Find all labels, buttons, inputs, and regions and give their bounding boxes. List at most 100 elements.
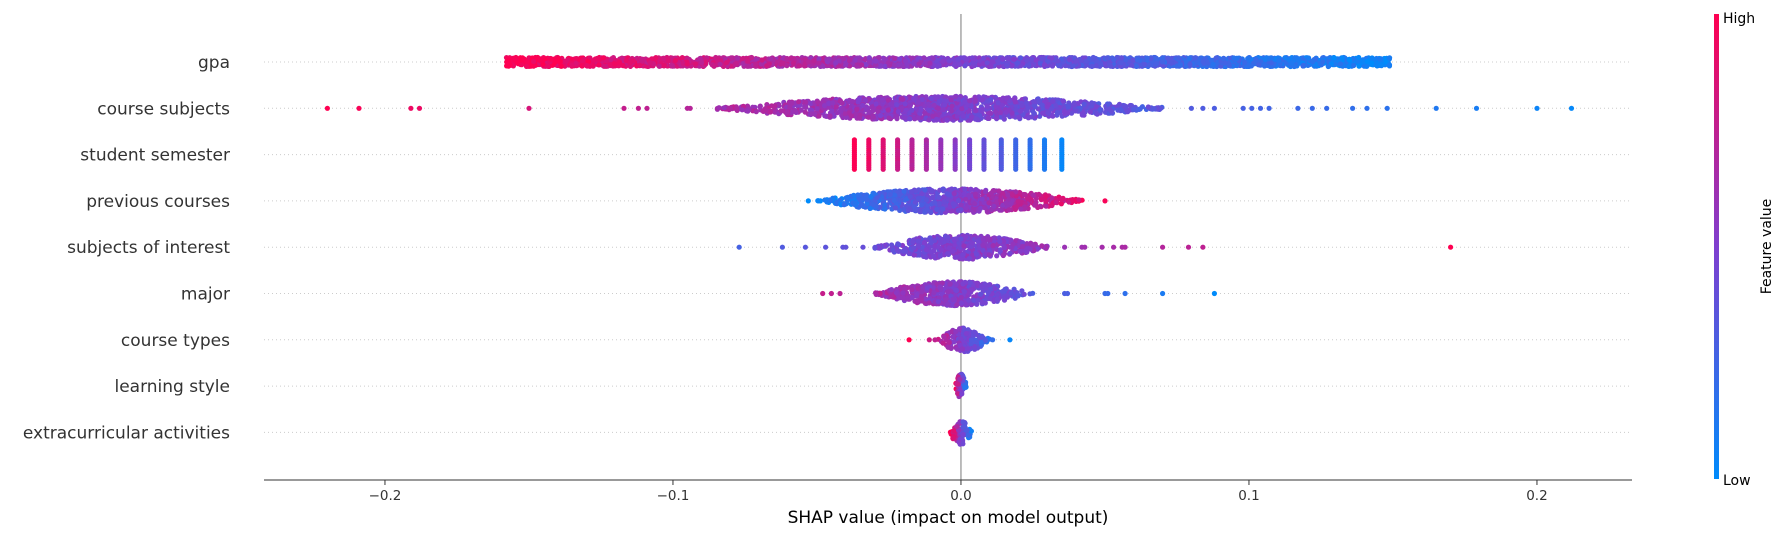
data-point-gpa — [964, 56, 970, 62]
data-point-course-subjects — [1061, 108, 1067, 114]
data-point-course-subjects — [911, 96, 917, 102]
data-point-gpa — [584, 62, 590, 69]
data-point-gpa — [1226, 63, 1232, 69]
data-point-gpa — [858, 62, 865, 68]
data-point-gpa — [1177, 62, 1183, 68]
data-point-gpa — [548, 56, 554, 62]
data-point-gpa — [1073, 58, 1079, 64]
data-point-course-subjects — [1151, 106, 1157, 112]
data-point-gpa — [1289, 60, 1295, 66]
data-point-gpa — [900, 63, 906, 69]
data-point-course-subjects — [948, 97, 954, 103]
data-point-student-semester — [1013, 166, 1019, 172]
data-point-course-subjects — [812, 111, 818, 117]
data-point-gpa — [717, 61, 723, 67]
data-point-gpa — [892, 55, 898, 62]
data-point-gpa — [956, 61, 962, 68]
data-point-gpa — [990, 59, 996, 65]
data-point-gpa — [1118, 55, 1125, 61]
data-point-gpa — [1331, 55, 1337, 61]
data-point-gpa — [1378, 62, 1384, 68]
data-point-course-subjects — [1017, 108, 1024, 114]
data-point-course-subjects — [1266, 105, 1272, 111]
data-point-course-subjects — [969, 114, 975, 120]
data-point-course-subjects — [1211, 105, 1217, 111]
data-point-course-subjects — [1001, 116, 1007, 122]
data-point-gpa — [537, 56, 543, 62]
data-point-gpa — [1135, 57, 1141, 63]
data-point-student-semester — [909, 166, 915, 172]
data-point-course-subjects — [1045, 110, 1051, 116]
data-point-course-subjects — [635, 105, 642, 111]
data-point-gpa — [999, 56, 1006, 62]
data-point-gpa — [692, 61, 699, 67]
data-point-course-subjects — [772, 103, 778, 109]
data-point-gpa — [1018, 55, 1024, 61]
data-point-course-subjects — [860, 102, 866, 108]
data-point-course-subjects — [1097, 107, 1103, 113]
data-point-gpa — [1320, 59, 1326, 65]
data-point-gpa — [1176, 55, 1182, 61]
data-point-gpa — [723, 60, 730, 66]
data-point-student-semester — [981, 166, 987, 172]
data-point-course-subjects — [886, 115, 892, 121]
data-point-gpa — [843, 62, 849, 68]
data-point-course-subjects — [907, 103, 913, 109]
data-point-course-subjects — [960, 113, 966, 119]
data-point-gpa — [698, 60, 705, 66]
data-point-course-subjects — [1006, 107, 1012, 113]
data-point-course-subjects — [848, 113, 855, 119]
data-point-gpa — [1253, 57, 1259, 63]
data-point-gpa — [1097, 60, 1104, 66]
data-point-course-subjects — [796, 99, 802, 105]
data-point-gpa — [1024, 57, 1030, 63]
data-point-gpa — [607, 62, 613, 68]
data-point-gpa — [512, 55, 518, 61]
data-point-course-subjects — [1118, 107, 1125, 113]
data-point-gpa — [1129, 62, 1135, 68]
data-point-course-subjects — [739, 107, 745, 113]
data-point-course-subjects — [1031, 99, 1037, 105]
data-point-gpa — [916, 61, 922, 67]
data-point-course-subjects — [1130, 107, 1136, 113]
data-point-course-subjects — [1200, 105, 1206, 111]
data-point-course-subjects — [995, 100, 1001, 106]
data-point-course-subjects — [721, 105, 727, 111]
data-point-course-subjects — [356, 105, 362, 111]
data-point-course-subjects — [1249, 105, 1255, 111]
data-point-gpa — [1057, 62, 1063, 68]
data-point-course-subjects — [1568, 105, 1575, 111]
data-point-course-subjects — [849, 98, 856, 105]
data-point-course-subjects — [949, 108, 955, 114]
data-point-gpa — [733, 60, 739, 66]
data-point-gpa — [1159, 59, 1166, 65]
data-point-course-subjects — [894, 116, 900, 122]
data-point-course-subjects — [985, 115, 991, 121]
data-point-gpa — [866, 55, 872, 61]
data-point-gpa — [612, 61, 618, 67]
data-point-gpa — [1104, 55, 1110, 61]
data-point-course-subjects — [820, 98, 826, 104]
data-point-gpa — [514, 60, 520, 66]
data-point-gpa — [1118, 60, 1124, 66]
data-point-gpa — [1049, 63, 1056, 69]
data-point-course-subjects — [727, 105, 734, 111]
data-point-course-subjects — [1324, 105, 1330, 111]
data-point-gpa — [638, 56, 644, 62]
data-point-course-subjects — [1045, 101, 1051, 107]
data-point-course-subjects — [956, 110, 962, 116]
data-point-course-subjects — [803, 104, 809, 110]
data-point-course-subjects — [416, 105, 423, 111]
data-point-course-subjects — [784, 109, 790, 115]
data-point-gpa — [1282, 55, 1288, 61]
data-point-course-subjects — [898, 96, 904, 102]
data-point-course-subjects — [716, 105, 722, 111]
data-point-gpa — [1364, 58, 1370, 64]
data-point-gpa — [1347, 57, 1353, 63]
data-point-gpa — [1310, 59, 1316, 65]
data-point-gpa — [841, 56, 847, 62]
data-point-gpa — [806, 59, 812, 65]
data-point-course-subjects — [972, 98, 979, 104]
data-point-course-subjects — [918, 107, 924, 113]
data-point-student-semester — [938, 166, 944, 172]
